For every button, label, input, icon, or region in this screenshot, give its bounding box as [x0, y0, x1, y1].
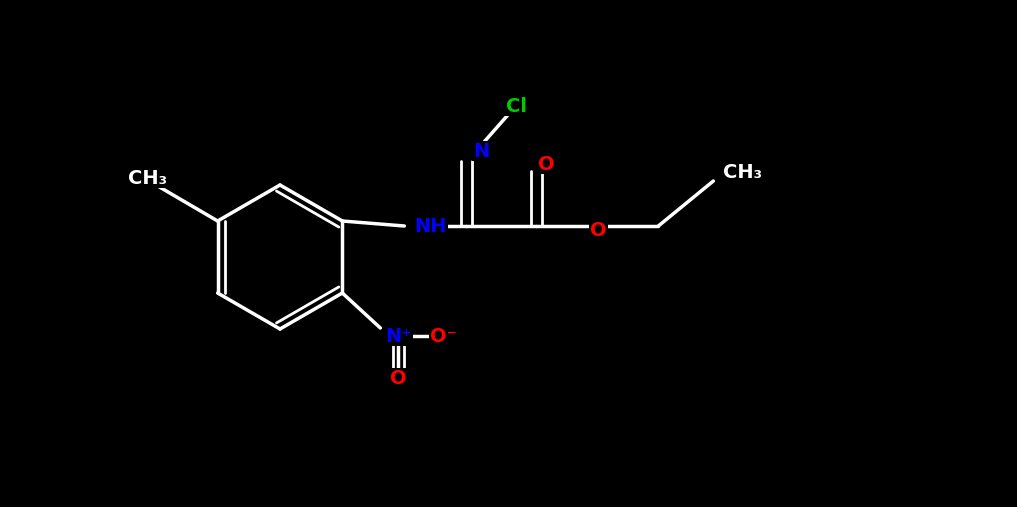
Text: N: N	[473, 141, 489, 161]
Text: O⁻: O⁻	[430, 327, 457, 345]
Text: CH₃: CH₃	[723, 163, 763, 183]
Text: O: O	[538, 155, 554, 173]
Text: NH: NH	[414, 216, 446, 235]
Text: O: O	[590, 222, 607, 240]
Text: O: O	[391, 369, 407, 387]
Text: Cl: Cl	[505, 96, 527, 116]
Text: N⁺: N⁺	[385, 327, 412, 345]
Text: CH₃: CH₃	[128, 168, 167, 188]
